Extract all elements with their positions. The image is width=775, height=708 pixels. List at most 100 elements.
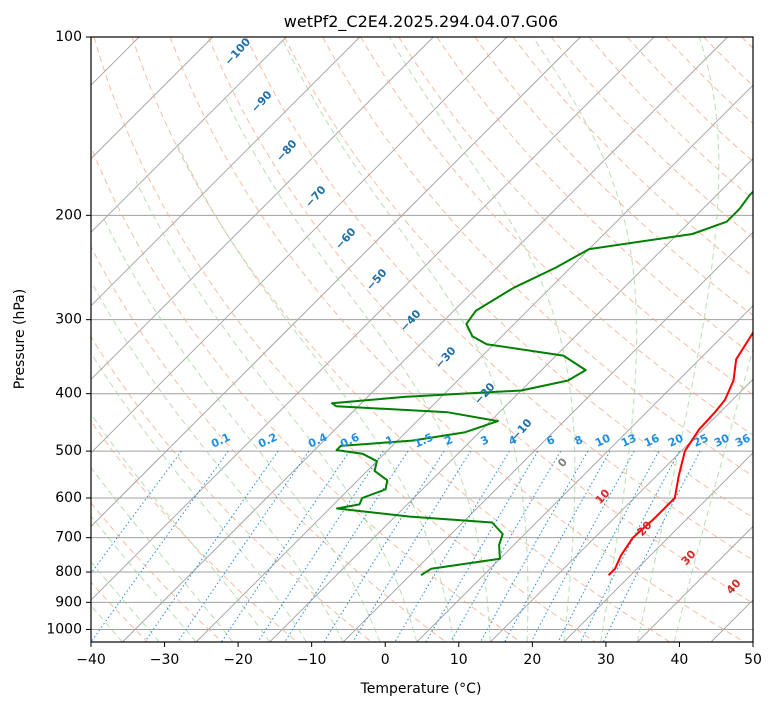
moist-adiabat-line [636, 37, 720, 642]
dry-adiabat-label: −100 [222, 35, 253, 68]
moist-adiabat-line [532, 37, 638, 642]
moist-adiabat-line [91, 412, 271, 642]
moist-adiabat-line [101, 215, 381, 642]
mixing-ratio-label: 2 [443, 433, 455, 448]
mixing-ratio-line [425, 450, 539, 642]
mixing-ratio-label: 0.4 [306, 430, 329, 450]
dry-adiabat-line [665, 37, 753, 125]
mixing-ratio-label: 25 [691, 431, 710, 449]
y-tick-label: 1000 [46, 621, 82, 637]
isotherm-line [122, 37, 728, 642]
mixing-ratio-line [257, 450, 384, 642]
moist-adiabat-line [673, 347, 753, 642]
y-tick-label: 500 [55, 443, 82, 459]
moist-adiabat-line [91, 466, 234, 642]
dry-adiabat-label: 0 [555, 455, 570, 470]
isotherm-line [269, 158, 753, 642]
dry-adiabat-label: 10 [593, 486, 613, 506]
mixing-ratio-line [352, 450, 472, 642]
mixing-ratio-line [323, 450, 445, 642]
isotherm-line [416, 305, 753, 642]
y-tick-label: 700 [55, 530, 82, 546]
dry-adiabat-line [207, 37, 753, 604]
x-axis-title: Temperature (°C) [360, 681, 482, 697]
dry-adiabat-label: −70 [303, 183, 329, 210]
isotherm-line [637, 525, 753, 642]
moist-adiabat-line [388, 37, 576, 642]
isotherm-line [490, 378, 753, 642]
dry-adiabat-line [0, 37, 73, 642]
mixing-ratio-line [557, 450, 660, 642]
mixing-ratio-label: 36 [733, 431, 753, 449]
isotherm-line [91, 37, 508, 454]
dry-adiabat-label: −40 [398, 307, 424, 334]
moist-adiabat-line [91, 515, 197, 642]
mixing-ratio-label: 6 [545, 433, 558, 448]
mixing-ratio-line [602, 450, 701, 642]
x-tick-label: 10 [450, 652, 468, 668]
moist-adiabat-line [223, 94, 491, 642]
x-tick-label: −30 [150, 652, 180, 668]
mixing-ratio-label: 8 [573, 433, 585, 448]
mixing-ratio-line [284, 450, 409, 642]
isotherm-line [195, 84, 753, 642]
dry-adiabat-line [741, 37, 753, 49]
dry-adiabat-label: −80 [274, 137, 300, 164]
y-tick-label: 100 [55, 29, 82, 45]
plot-frame [90, 36, 754, 643]
dry-adiabat-line [91, 501, 223, 642]
moist-adiabat-line [281, 37, 529, 642]
mixing-ratio-line [394, 450, 510, 642]
moist-adiabat-line [135, 180, 418, 642]
mixing-ratio-label: 1 [384, 433, 396, 448]
mixing-ratio-line [144, 450, 279, 642]
dry-adiabat-line [550, 37, 753, 239]
dry-adiabat-line [131, 37, 671, 642]
moist-adiabat-line [175, 141, 455, 642]
mixing-ratio-label: 0.2 [256, 431, 279, 451]
y-tick-label: 800 [55, 564, 82, 580]
mixing-ratio-label: 0.6 [338, 430, 361, 450]
mixing-ratio-label: 10 [593, 431, 613, 449]
dry-adiabat-line [398, 37, 753, 396]
dry-adiabat-line [322, 37, 753, 477]
mixing-ratio-label: 20 [666, 431, 686, 449]
mixing-ratio-label: 16 [642, 431, 662, 449]
moist-adiabat-line [91, 280, 344, 642]
mixing-ratio-line [450, 450, 562, 642]
dry-adiabat-label: −60 [333, 225, 359, 252]
x-tick-label: 40 [671, 652, 689, 668]
dry-adiabat-line [91, 245, 447, 642]
isotherm-line [563, 452, 753, 642]
y-axis-title: Pressure (hPa) [12, 289, 28, 389]
x-tick-label: −20 [223, 652, 253, 668]
x-tick-label: −40 [76, 652, 106, 668]
dry-adiabat-line [93, 37, 596, 642]
isotherm-line [91, 37, 287, 233]
mixing-ratio-line [504, 450, 611, 642]
isotherm-line [91, 37, 655, 601]
x-tick-label: 50 [744, 652, 762, 668]
dry-adiabat-line [512, 37, 753, 278]
mixing-ratio-label: 1.5 [412, 431, 435, 451]
y-tick-label: 600 [55, 490, 82, 506]
y-tick-label: 200 [55, 207, 82, 223]
temperature-line [607, 330, 753, 576]
y-tick-label: 900 [55, 594, 82, 610]
isotherm-line [710, 599, 753, 642]
chart-title: wetPf2_C2E4.2025.294.04.07.G06 [284, 12, 558, 32]
mixing-ratio-line [580, 450, 680, 642]
dry-adiabat-line [360, 37, 753, 436]
dry-adiabat-line [588, 37, 753, 201]
dry-adiabat-line [284, 37, 753, 519]
mixing-ratio-line [221, 450, 350, 642]
isotherm-line [91, 37, 213, 160]
dry-adiabat-line [169, 37, 745, 642]
x-tick-label: 30 [597, 652, 615, 668]
dry-adiabat-label: 40 [724, 576, 744, 596]
dry-adiabat-line [627, 37, 753, 162]
dry-adiabat-line [436, 37, 753, 356]
isotherm-line [91, 37, 434, 380]
isotherm-line [91, 37, 581, 528]
